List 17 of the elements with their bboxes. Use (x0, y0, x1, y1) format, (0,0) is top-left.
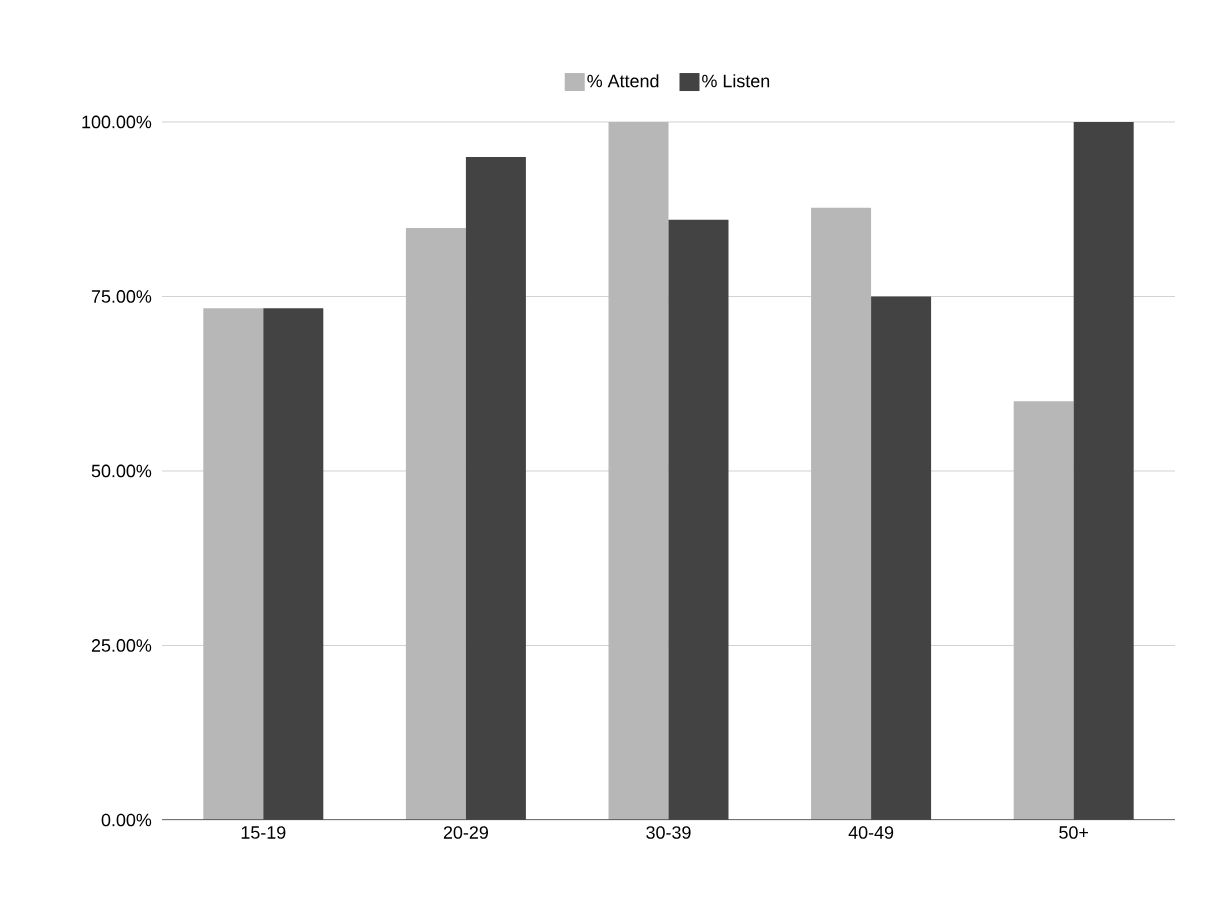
bar (405, 228, 466, 820)
bar (811, 207, 872, 820)
bar (1013, 401, 1074, 820)
x-tick-label: 15-19 (241, 826, 286, 839)
x-tick-label: 30-39 (646, 826, 691, 839)
x-tick-label: 20-29 (443, 826, 488, 839)
y-tick-label: 25.00% (91, 639, 152, 652)
legend-label: % Attend (587, 74, 659, 88)
legend-label: % Listen (702, 74, 770, 88)
y-tick-label: 75.00% (91, 290, 152, 303)
y-tick-label: 50.00% (91, 464, 152, 478)
x-tick-label: 50+ (1059, 826, 1089, 839)
bar (608, 121, 669, 820)
x-tick-label: 40-49 (848, 826, 894, 839)
y-tick-label: 0.00% (101, 813, 152, 827)
y-tick-label: 100.00% (82, 115, 152, 129)
bar (203, 308, 264, 820)
